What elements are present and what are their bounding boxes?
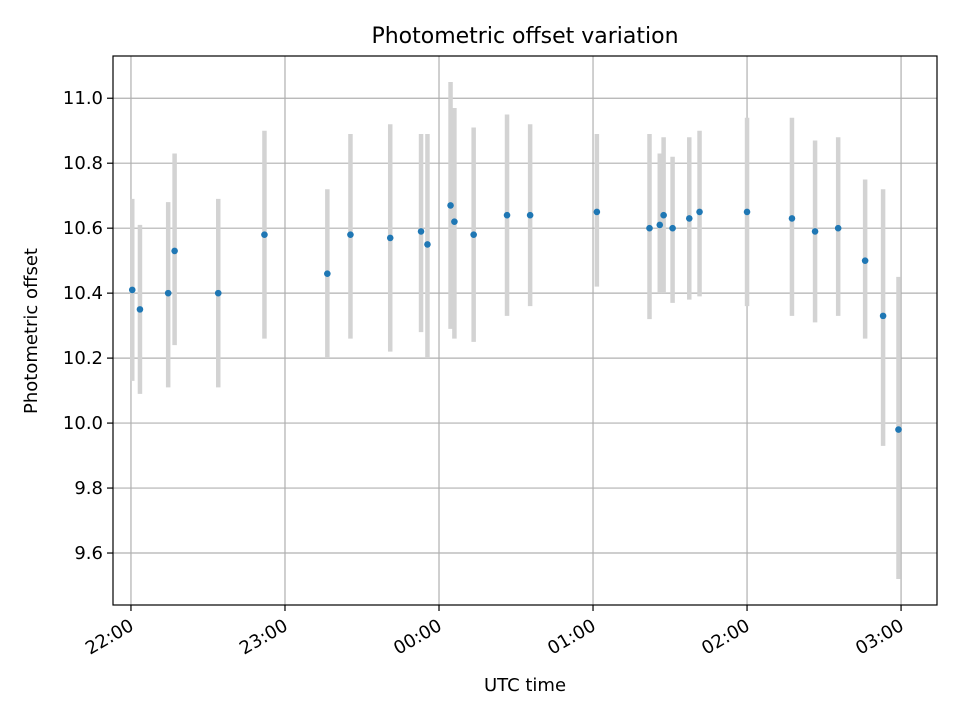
data-point — [386, 234, 394, 242]
data-point — [424, 241, 431, 248]
plot-frame — [112, 55, 938, 606]
data-point — [164, 289, 172, 297]
y-tick-label: 10.6 — [63, 218, 103, 239]
data-point — [788, 215, 796, 222]
data-point — [646, 224, 653, 232]
data-point — [526, 211, 534, 219]
y-axis-label: Photometric offset — [21, 248, 42, 414]
y-tick-label: 9.8 — [74, 478, 103, 499]
data-point — [696, 208, 703, 216]
data-point — [451, 218, 458, 225]
y-tick-label: 10.2 — [63, 348, 103, 369]
data-point — [214, 289, 222, 297]
data-point — [743, 208, 751, 216]
y-tick-label: 10.0 — [63, 413, 103, 434]
y-tick-label: 10.4 — [63, 283, 103, 304]
y-axis-ticks: 9.6 9.8 10.0 10.2 10.4 10.6 10.8 11.0 — [63, 88, 113, 564]
data-point — [136, 306, 144, 313]
data-point — [324, 270, 331, 277]
data-points — [128, 202, 902, 433]
data-point — [656, 221, 664, 229]
data-point — [834, 224, 842, 232]
x-axis-label: UTC time — [484, 675, 566, 696]
data-point — [593, 208, 601, 216]
grid — [113, 56, 937, 605]
data-point — [128, 286, 136, 294]
data-point — [347, 231, 354, 238]
data-point — [660, 211, 667, 219]
data-point — [685, 215, 693, 222]
data-point — [879, 312, 887, 320]
data-point — [861, 257, 869, 264]
data-point — [811, 228, 819, 235]
chart-title: Photometric offset variation — [371, 24, 678, 49]
data-point — [171, 247, 178, 255]
y-tick-label: 9.6 — [74, 543, 103, 564]
y-tick-label: 11.0 — [63, 88, 103, 109]
plot-area — [113, 56, 937, 605]
data-point — [470, 231, 477, 238]
y-tick-label: 10.8 — [63, 153, 103, 174]
data-point — [447, 202, 454, 209]
data-point — [669, 224, 676, 232]
data-point — [261, 231, 268, 238]
data-point — [503, 211, 511, 219]
data-point — [895, 426, 902, 433]
data-point — [417, 228, 425, 235]
